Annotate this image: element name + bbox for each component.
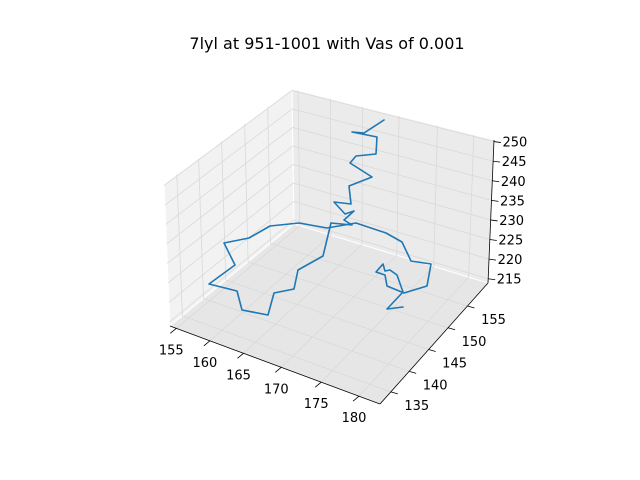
z-gridline — [292, 127, 493, 182]
x-gridline — [209, 234, 332, 342]
z-gridline-left — [167, 164, 294, 264]
x-tick-mark — [170, 328, 177, 334]
y-tick-mark — [447, 327, 456, 331]
z-axis-ticks: 215 220 225 230 235 240 245 250 — [488, 136, 527, 288]
x-tick-label: 160 — [192, 356, 217, 371]
y-tick-mark — [428, 349, 436, 352]
z-gridline — [293, 201, 490, 260]
x-tick-label: 180 — [342, 411, 367, 426]
x-tick-label: 175 — [304, 397, 329, 412]
z-gridline-left — [168, 201, 294, 303]
z-tick-mark — [493, 160, 501, 163]
y-tick-mark — [467, 305, 475, 309]
y-axis-ticks: 135 140 145 150 155 — [390, 305, 506, 414]
chart-title: 7lyl at 951-1001 with Vas of 0.001 — [189, 34, 464, 53]
y-axis-line — [379, 282, 489, 405]
y-tick-label: 135 — [404, 399, 429, 414]
z-tick-label: 235 — [500, 194, 525, 209]
z-gridline-left — [165, 127, 293, 225]
z-gridline — [292, 108, 494, 162]
z-gridline-left — [163, 90, 293, 186]
z-gridline-left — [166, 145, 294, 245]
z-tick-mark — [491, 199, 499, 202]
x-tick-mark — [203, 340, 211, 347]
z-tick-label: 245 — [502, 155, 527, 170]
x-gridline — [176, 225, 301, 329]
z-gridline — [291, 90, 495, 142]
z-gridline — [293, 182, 490, 240]
y-tick-label: 145 — [442, 357, 467, 372]
z-tick-mark — [488, 278, 496, 281]
x-axis-line — [169, 325, 381, 405]
z-tick-mark — [492, 180, 500, 183]
x-tick-label: 165 — [226, 368, 251, 383]
y-tick-label: 150 — [462, 335, 487, 350]
x-axis-ticks: 155 160 165 170 175 180 — [159, 328, 367, 426]
z-gridline-left — [169, 219, 295, 323]
z-gridline — [292, 145, 492, 201]
series-layer — [208, 119, 432, 316]
z-gridline-left — [167, 182, 294, 284]
x-tick-label: 170 — [264, 382, 289, 397]
y-tick-mark — [390, 391, 398, 395]
y-gridline — [225, 279, 429, 350]
x-tick-label: 155 — [159, 343, 184, 358]
z-tick-mark — [493, 141, 501, 143]
z-gridline — [293, 219, 489, 280]
series-line — [208, 119, 432, 316]
gridlines — [163, 90, 495, 397]
x-gridline — [243, 244, 363, 354]
y-tick-label: 140 — [423, 378, 448, 393]
z-tick-mark — [488, 258, 497, 261]
x-tick-mark — [314, 381, 322, 388]
y-gridline — [270, 242, 468, 307]
z-tick-label: 220 — [498, 253, 523, 268]
z-tick-label: 240 — [501, 175, 526, 190]
x-gridline — [320, 266, 434, 383]
z-tick-mark — [489, 239, 497, 241]
z-gridline-left — [164, 108, 293, 206]
y-gridline — [182, 315, 391, 393]
x-gridline — [358, 276, 469, 397]
z-tick-mark — [490, 219, 498, 222]
x-tick-mark — [352, 395, 360, 402]
y-gridline — [247, 261, 449, 329]
z-tick-label: 250 — [503, 136, 528, 151]
y-tick-label: 155 — [481, 313, 506, 328]
x-gridline — [281, 254, 398, 368]
z-tick-label: 215 — [497, 273, 522, 288]
y-tick-mark — [409, 370, 417, 374]
z-tick-label: 230 — [499, 214, 524, 229]
z-tick-label: 225 — [498, 234, 523, 249]
x-tick-mark — [237, 352, 244, 359]
y-gridline — [203, 298, 410, 372]
x-tick-mark — [275, 367, 282, 373]
z-gridline — [293, 164, 491, 221]
